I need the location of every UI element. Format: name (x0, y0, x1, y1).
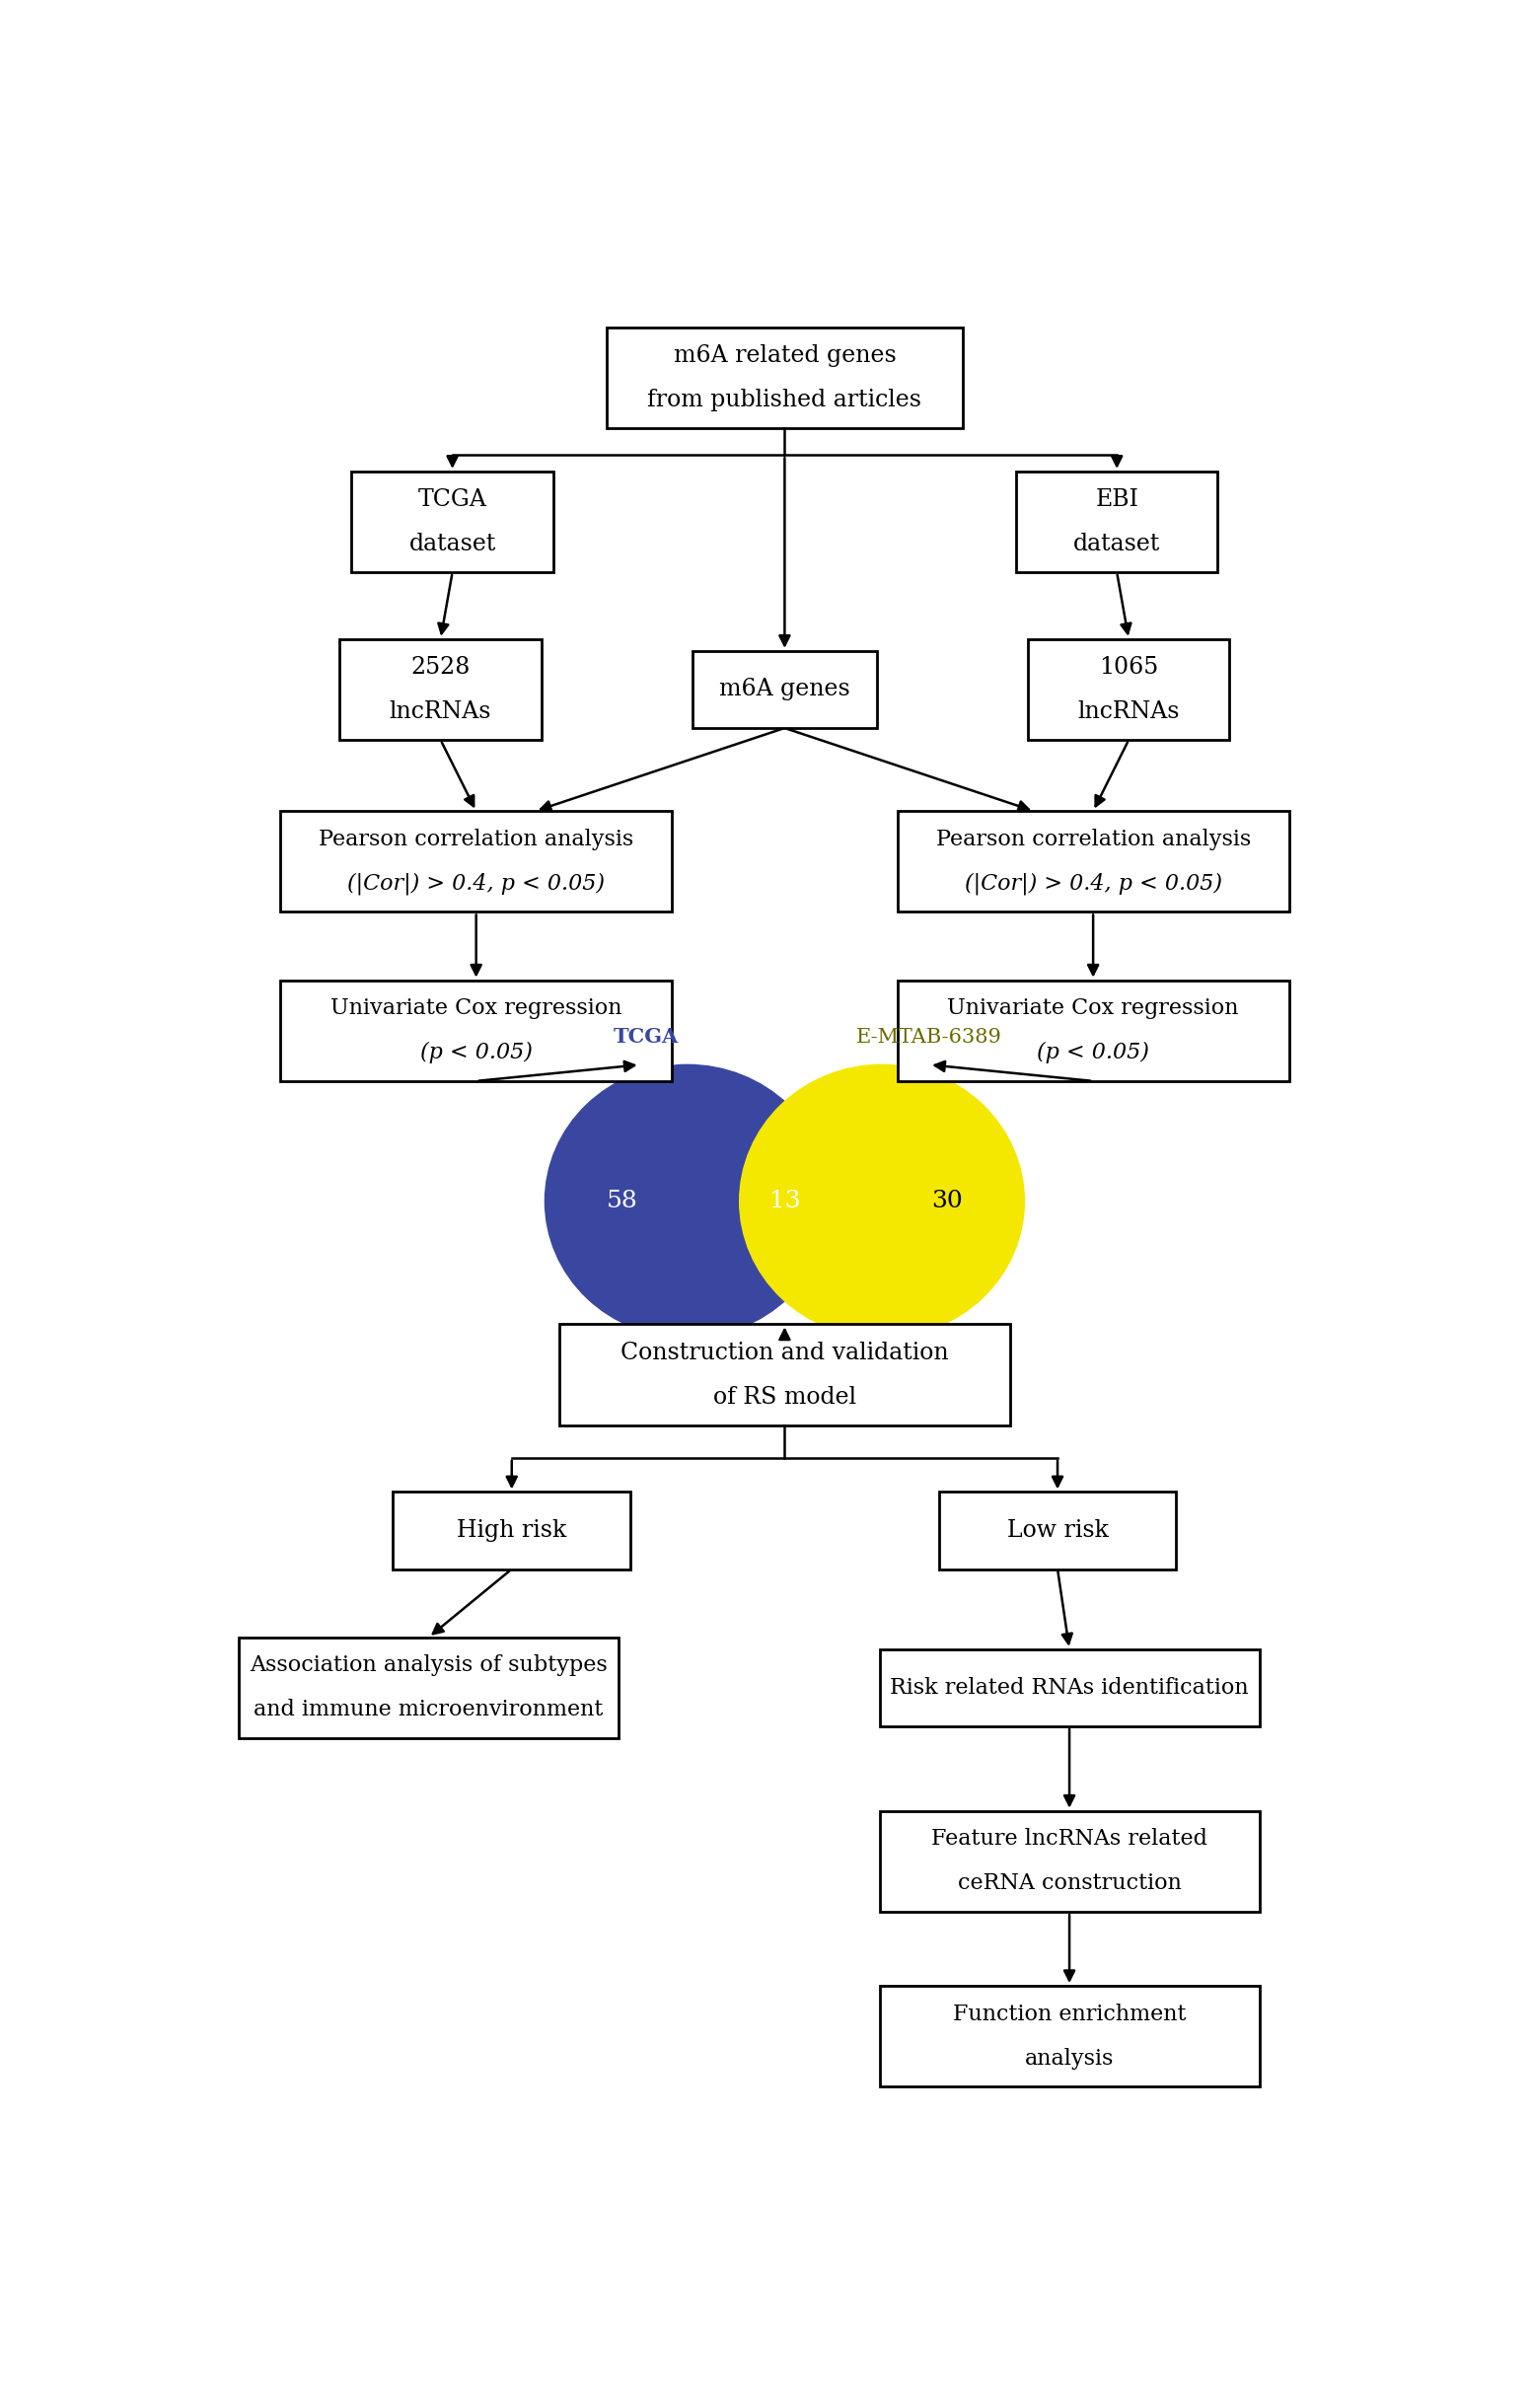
Text: 2528: 2528 (410, 655, 470, 679)
Text: Univariate Cox regression: Univariate Cox regression (331, 997, 622, 1019)
FancyBboxPatch shape (897, 811, 1289, 913)
Text: dataset: dataset (1073, 532, 1160, 556)
Text: Low risk: Low risk (1007, 1519, 1108, 1541)
Text: Association analysis of subtypes: Association analysis of subtypes (250, 1654, 608, 1676)
Text: (|Cor|) > 0.4, p < 0.05): (|Cor|) > 0.4, p < 0.05) (965, 872, 1222, 896)
FancyBboxPatch shape (340, 638, 542, 739)
FancyBboxPatch shape (606, 327, 963, 429)
Text: m6A genes: m6A genes (720, 679, 850, 701)
Text: Pearson correlation analysis: Pearson correlation analysis (318, 828, 634, 850)
Text: from published articles: from published articles (648, 388, 922, 412)
Text: ceRNA construction: ceRNA construction (957, 1873, 1182, 1895)
FancyBboxPatch shape (879, 1811, 1258, 1912)
Text: Construction and validation: Construction and validation (620, 1341, 949, 1363)
FancyBboxPatch shape (280, 811, 672, 913)
Text: of RS model: of RS model (713, 1385, 856, 1409)
FancyBboxPatch shape (1017, 472, 1217, 573)
Text: m6A related genes: m6A related genes (674, 344, 896, 366)
Text: analysis: analysis (1024, 2047, 1115, 2068)
FancyBboxPatch shape (939, 1493, 1176, 1570)
Text: and immune microenvironment: and immune microenvironment (254, 1700, 603, 1722)
Text: TCGA: TCGA (612, 1028, 678, 1047)
Text: (p < 0.05): (p < 0.05) (419, 1043, 533, 1064)
Text: (p < 0.05): (p < 0.05) (1036, 1043, 1150, 1064)
FancyBboxPatch shape (1027, 638, 1229, 739)
Text: 58: 58 (606, 1190, 638, 1214)
Text: 30: 30 (931, 1190, 963, 1214)
Text: (|Cor|) > 0.4, p < 0.05): (|Cor|) > 0.4, p < 0.05) (348, 872, 605, 896)
Ellipse shape (545, 1064, 830, 1339)
Text: Function enrichment: Function enrichment (952, 2003, 1187, 2025)
Text: dataset: dataset (409, 532, 496, 556)
Text: EBI: EBI (1095, 489, 1139, 510)
FancyBboxPatch shape (879, 1987, 1258, 2088)
Text: Pearson correlation analysis: Pearson correlation analysis (935, 828, 1251, 850)
Text: E-MTAB-6389: E-MTAB-6389 (856, 1028, 1003, 1047)
FancyBboxPatch shape (352, 472, 553, 573)
FancyBboxPatch shape (393, 1493, 631, 1570)
Text: Univariate Cox regression: Univariate Cox regression (948, 997, 1239, 1019)
FancyBboxPatch shape (879, 1649, 1258, 1727)
Text: lncRNAs: lncRNAs (389, 701, 491, 722)
Text: TCGA: TCGA (418, 489, 487, 510)
FancyBboxPatch shape (559, 1324, 1010, 1426)
FancyBboxPatch shape (897, 980, 1289, 1081)
FancyBboxPatch shape (239, 1637, 619, 1739)
Text: High risk: High risk (456, 1519, 566, 1541)
FancyBboxPatch shape (280, 980, 672, 1081)
FancyBboxPatch shape (692, 650, 877, 727)
Text: 13: 13 (769, 1190, 801, 1214)
Text: Feature lncRNAs related: Feature lncRNAs related (931, 1828, 1208, 1849)
Ellipse shape (739, 1064, 1024, 1339)
Text: 1065: 1065 (1099, 655, 1159, 679)
Text: lncRNAs: lncRNAs (1078, 701, 1180, 722)
Text: Risk related RNAs identification: Risk related RNAs identification (890, 1676, 1249, 1698)
